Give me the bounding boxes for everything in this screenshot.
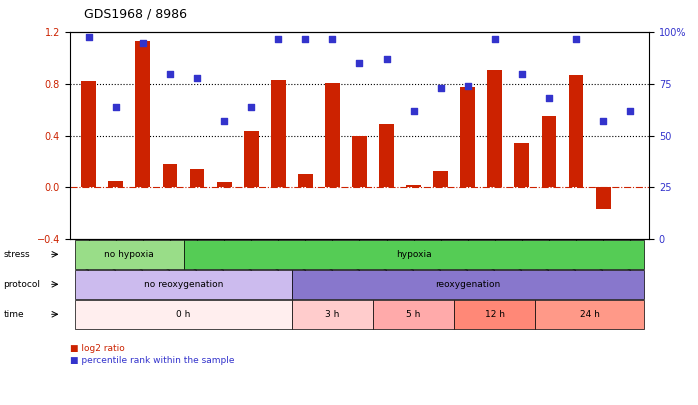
Point [435, 85, 446, 92]
Bar [298, 175, 313, 188]
Text: no reoxygenation: no reoxygenation [144, 280, 223, 289]
Text: no hypoxia: no hypoxia [105, 250, 154, 259]
Point [191, 75, 202, 81]
Bar [216, 182, 232, 188]
Text: reoxygenation: reoxygenation [435, 280, 500, 289]
Point [597, 118, 609, 124]
Point [489, 35, 500, 42]
Bar [325, 83, 340, 188]
Bar [81, 81, 96, 188]
Bar [271, 80, 285, 188]
Point [408, 108, 419, 114]
Text: 24 h: 24 h [579, 310, 600, 319]
Text: 3 h: 3 h [325, 310, 340, 319]
Bar [569, 75, 584, 188]
Text: GDS1968 / 8986: GDS1968 / 8986 [84, 7, 187, 20]
Bar [379, 124, 394, 188]
Bar [595, 188, 611, 209]
Point [273, 35, 284, 42]
Bar [163, 164, 177, 188]
Point [543, 95, 554, 102]
Point [354, 60, 365, 67]
Text: hypoxia: hypoxia [396, 250, 431, 259]
Bar [108, 181, 124, 188]
Bar [542, 116, 556, 188]
Bar [190, 169, 205, 188]
Point [246, 104, 257, 110]
Text: 12 h: 12 h [485, 310, 505, 319]
Point [138, 40, 149, 46]
Bar [433, 171, 448, 188]
Bar [406, 185, 421, 188]
Bar [244, 130, 259, 188]
Text: stress: stress [3, 250, 30, 259]
Point [327, 35, 338, 42]
Point [381, 56, 392, 62]
Bar [487, 70, 503, 188]
Bar [135, 41, 150, 188]
Point [299, 35, 311, 42]
Bar [514, 143, 529, 188]
Point [517, 70, 528, 77]
Point [218, 118, 230, 124]
Text: 5 h: 5 h [406, 310, 421, 319]
Text: ■ log2 ratio: ■ log2 ratio [70, 344, 124, 353]
Text: time: time [3, 310, 24, 319]
Text: protocol: protocol [3, 280, 40, 289]
Bar [352, 136, 367, 188]
Text: 0 h: 0 h [177, 310, 191, 319]
Point [165, 70, 176, 77]
Point [625, 108, 636, 114]
Point [570, 35, 581, 42]
Bar [460, 87, 475, 188]
Point [110, 104, 121, 110]
Point [83, 33, 94, 40]
Point [462, 83, 473, 90]
Text: ■ percentile rank within the sample: ■ percentile rank within the sample [70, 356, 235, 365]
